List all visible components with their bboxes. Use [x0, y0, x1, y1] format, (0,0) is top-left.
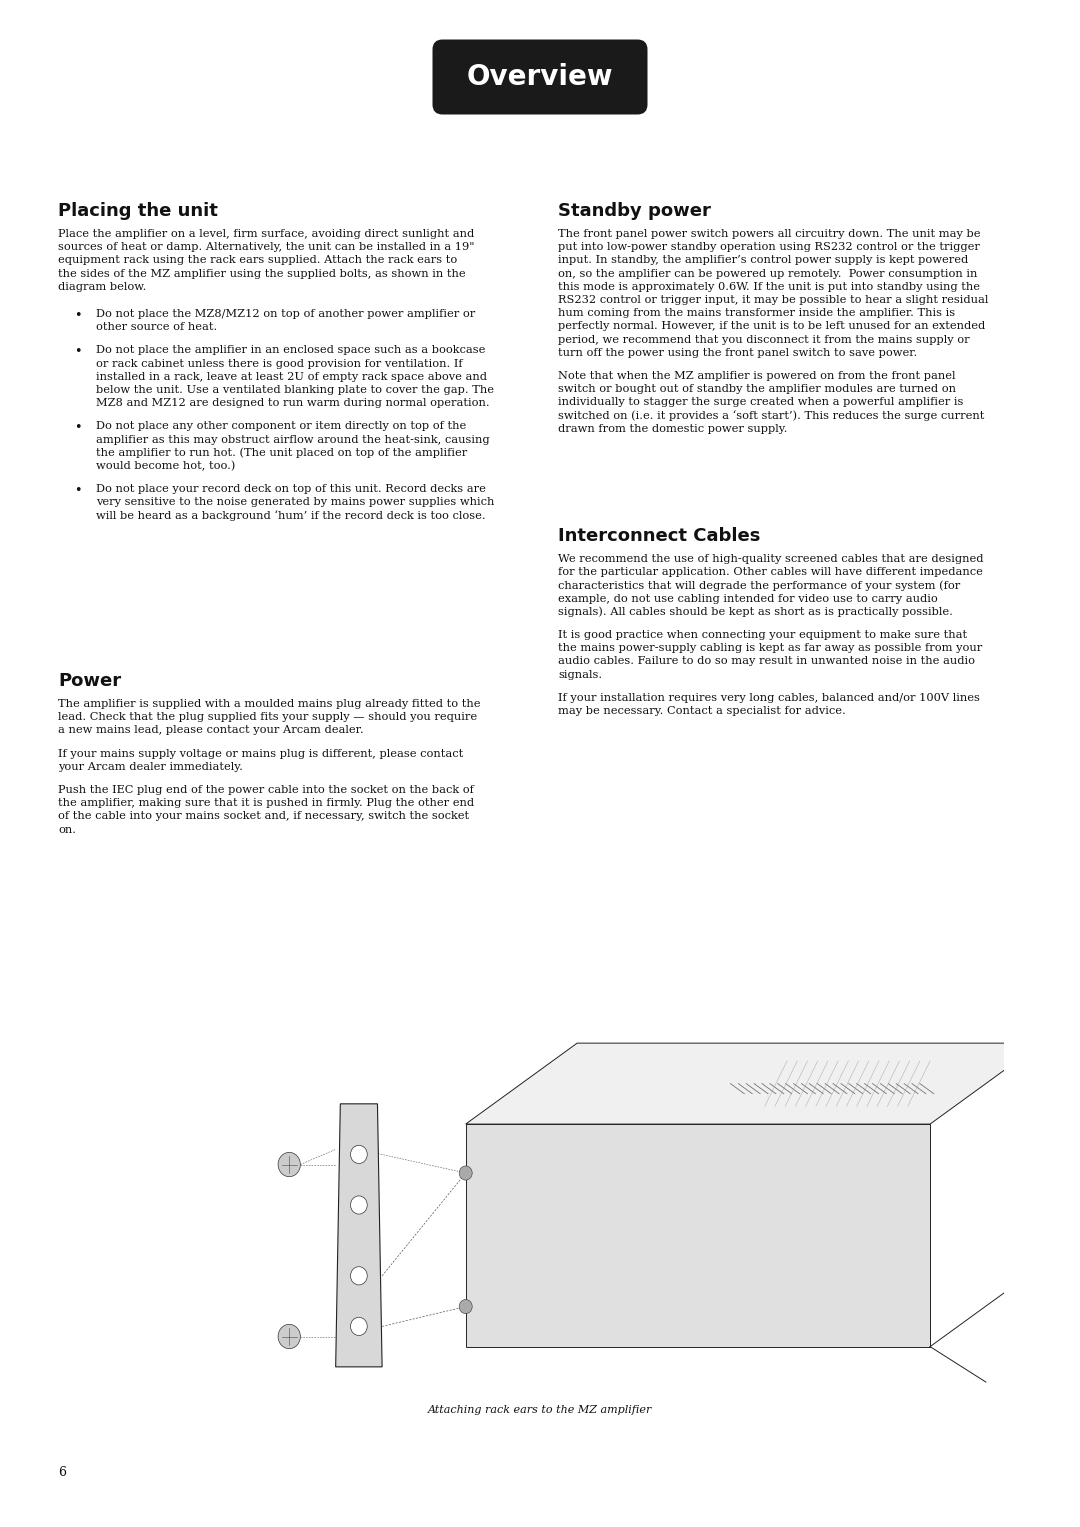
Text: •: •	[75, 421, 81, 434]
Text: equipment rack using the rack ears supplied. Attach the rack ears to: equipment rack using the rack ears suppl…	[58, 255, 457, 266]
Text: audio cables. Failure to do so may result in unwanted noise in the audio: audio cables. Failure to do so may resul…	[558, 657, 975, 666]
Text: If your mains supply voltage or mains plug is different, please contact: If your mains supply voltage or mains pl…	[58, 748, 463, 759]
Text: sources of heat or damp. Alternatively, the unit can be installed in a 19": sources of heat or damp. Alternatively, …	[58, 243, 474, 252]
Text: put into low-power standby operation using RS232 control or the trigger: put into low-power standby operation usi…	[558, 243, 980, 252]
Text: Do not place the MZ8/MZ12 on top of another power amplifier or: Do not place the MZ8/MZ12 on top of anot…	[96, 308, 475, 319]
Text: individually to stagger the surge created when a powerful amplifier is: individually to stagger the surge create…	[558, 397, 963, 408]
Text: of the cable into your mains socket and, if necessary, switch the socket: of the cable into your mains socket and,…	[58, 811, 469, 822]
Text: signals). All cables should be kept as short as is practically possible.: signals). All cables should be kept as s…	[558, 606, 953, 617]
Text: lead. Check that the plug supplied fits your supply — should you require: lead. Check that the plug supplied fits …	[58, 712, 477, 722]
Text: Power: Power	[58, 672, 121, 690]
Polygon shape	[336, 1104, 382, 1367]
Text: will be heard as a background ‘hum’ if the record deck is too close.: will be heard as a background ‘hum’ if t…	[96, 510, 486, 521]
Text: on, so the amplifier can be powered up remotely.  Power consumption in: on, so the amplifier can be powered up r…	[558, 269, 977, 278]
Text: signals.: signals.	[558, 670, 603, 680]
Text: perfectly normal. However, if the unit is to be left unused for an extended: perfectly normal. However, if the unit i…	[558, 321, 985, 331]
Text: the mains power-supply cabling is kept as far away as possible from your: the mains power-supply cabling is kept a…	[558, 643, 982, 654]
Text: switch or bought out of standby the amplifier modules are turned on: switch or bought out of standby the ampl…	[558, 385, 956, 394]
Text: Do not place the amplifier in an enclosed space such as a bookcase: Do not place the amplifier in an enclose…	[96, 345, 485, 356]
Text: input. In standby, the amplifier’s control power supply is kept powered: input. In standby, the amplifier’s contr…	[558, 255, 969, 266]
Text: 6: 6	[58, 1466, 66, 1480]
Circle shape	[278, 1324, 300, 1348]
Text: your Arcam dealer immediately.: your Arcam dealer immediately.	[58, 762, 243, 771]
Text: example, do not use cabling intended for video use to carry audio: example, do not use cabling intended for…	[558, 594, 937, 603]
Text: •: •	[75, 345, 81, 359]
Polygon shape	[465, 1043, 1041, 1124]
Text: characteristics that will degrade the performance of your system (for: characteristics that will degrade the pe…	[558, 580, 960, 591]
Text: below the unit. Use a ventilated blanking plate to cover the gap. The: below the unit. Use a ventilated blankin…	[96, 385, 494, 395]
Text: the amplifier, making sure that it is pushed in firmly. Plug the other end: the amplifier, making sure that it is pu…	[58, 799, 474, 808]
Text: diagram below.: diagram below.	[58, 282, 147, 292]
Text: RS232 control or trigger input, it may be possible to hear a slight residual: RS232 control or trigger input, it may b…	[558, 295, 988, 305]
Bar	[465, 1124, 930, 1347]
Text: Overview: Overview	[467, 63, 613, 92]
Text: •: •	[75, 484, 81, 498]
Text: The amplifier is supplied with a moulded mains plug already fitted to the: The amplifier is supplied with a moulded…	[58, 699, 481, 709]
Text: turn off the power using the front panel switch to save power.: turn off the power using the front panel…	[558, 348, 917, 357]
Text: Interconnect Cables: Interconnect Cables	[558, 527, 760, 545]
Text: Note that when the MZ amplifier is powered on from the front panel: Note that when the MZ amplifier is power…	[558, 371, 956, 382]
Text: If your installation requires very long cables, balanced and/or 100V lines: If your installation requires very long …	[558, 693, 980, 702]
Text: amplifier as this may obstruct airflow around the heat-sink, causing: amplifier as this may obstruct airflow a…	[96, 435, 489, 444]
Circle shape	[351, 1196, 367, 1214]
Text: would become hot, too.): would become hot, too.)	[96, 461, 235, 472]
Text: may be necessary. Contact a specialist for advice.: may be necessary. Contact a specialist f…	[558, 705, 846, 716]
Circle shape	[278, 1153, 300, 1177]
Text: drawn from the domestic power supply.: drawn from the domestic power supply.	[558, 425, 787, 434]
Text: the sides of the MZ amplifier using the supplied bolts, as shown in the: the sides of the MZ amplifier using the …	[58, 269, 465, 278]
Text: a new mains lead, please contact your Arcam dealer.: a new mains lead, please contact your Ar…	[58, 725, 364, 736]
Circle shape	[351, 1267, 367, 1284]
Circle shape	[459, 1167, 472, 1180]
Text: The front panel power switch powers all circuitry down. The unit may be: The front panel power switch powers all …	[558, 229, 981, 240]
Text: installed in a rack, leave at least 2U of empty rack space above and: installed in a rack, leave at least 2U o…	[96, 371, 487, 382]
Text: It is good practice when connecting your equipment to make sure that: It is good practice when connecting your…	[558, 631, 967, 640]
Text: switched on (i.e. it provides a ‘soft start’). This reduces the surge current: switched on (i.e. it provides a ‘soft st…	[558, 411, 984, 421]
Text: We recommend the use of high-quality screened cables that are designed: We recommend the use of high-quality scr…	[558, 554, 984, 563]
Text: the amplifier to run hot. (The unit placed on top of the amplifier: the amplifier to run hot. (The unit plac…	[96, 447, 468, 458]
Text: very sensitive to the noise generated by mains power supplies which: very sensitive to the noise generated by…	[96, 498, 495, 507]
Text: •: •	[75, 308, 81, 322]
Circle shape	[351, 1145, 367, 1164]
Text: on.: on.	[58, 825, 76, 835]
Text: Standby power: Standby power	[558, 202, 711, 220]
Text: for the particular application. Other cables will have different impedance: for the particular application. Other ca…	[558, 567, 983, 577]
Text: Do not place your record deck on top of this unit. Record decks are: Do not place your record deck on top of …	[96, 484, 486, 495]
Circle shape	[459, 1299, 472, 1313]
Text: Placing the unit: Placing the unit	[58, 202, 218, 220]
Text: period, we recommend that you disconnect it from the mains supply or: period, we recommend that you disconnect…	[558, 334, 970, 345]
Text: other source of heat.: other source of heat.	[96, 322, 217, 333]
Text: MZ8 and MZ12 are designed to run warm during normal operation.: MZ8 and MZ12 are designed to run warm du…	[96, 399, 489, 408]
Text: Attaching rack ears to the MZ amplifier: Attaching rack ears to the MZ amplifier	[428, 1405, 652, 1416]
FancyBboxPatch shape	[432, 40, 648, 115]
Text: Place the amplifier on a level, firm surface, avoiding direct sunlight and: Place the amplifier on a level, firm sur…	[58, 229, 474, 240]
Text: hum coming from the mains transformer inside the amplifier. This is: hum coming from the mains transformer in…	[558, 308, 955, 318]
Text: Push the IEC plug end of the power cable into the socket on the back of: Push the IEC plug end of the power cable…	[58, 785, 474, 796]
Circle shape	[351, 1318, 367, 1336]
Text: Do not place any other component or item directly on top of the: Do not place any other component or item…	[96, 421, 467, 432]
Text: or rack cabinet unless there is good provision for ventilation. If: or rack cabinet unless there is good pro…	[96, 359, 462, 368]
Text: this mode is approximately 0.6W. If the unit is put into standby using the: this mode is approximately 0.6W. If the …	[558, 282, 980, 292]
